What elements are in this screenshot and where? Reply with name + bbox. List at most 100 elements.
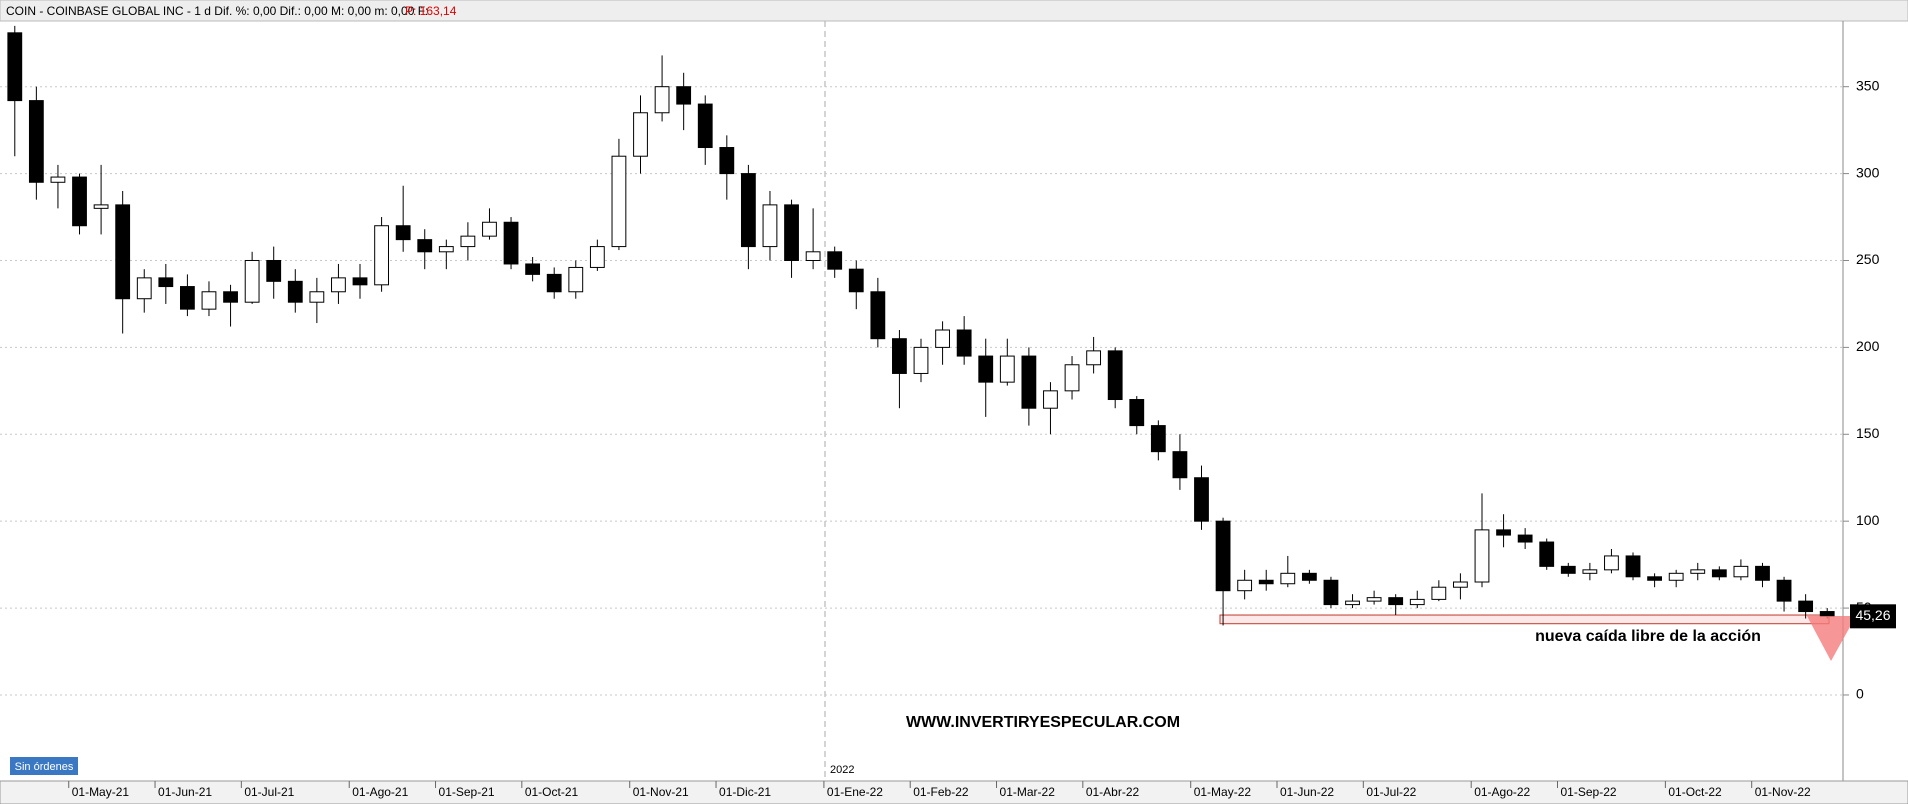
candle-body <box>1539 541 1555 567</box>
x-tick-label: 01-Ago-22 <box>1474 785 1530 799</box>
candle-body <box>611 155 627 248</box>
candle-body <box>1323 579 1339 606</box>
candle-body <box>870 291 886 340</box>
candle-body <box>956 329 972 357</box>
price-info: P: 163,14 <box>405 4 457 18</box>
candle-body <box>1409 598 1425 606</box>
candle-body <box>28 100 44 183</box>
candle-body <box>482 221 497 237</box>
last-price-label: 45,26 <box>1855 607 1890 623</box>
candle-body <box>136 277 152 300</box>
candle-body <box>1280 572 1296 585</box>
x-tick-label: 01-Dic-21 <box>719 785 771 799</box>
candle-body <box>287 280 303 303</box>
candle-body <box>266 259 282 282</box>
candle-body <box>1582 569 1598 574</box>
y-tick-label: 0 <box>1856 686 1864 702</box>
y-tick-label: 100 <box>1856 512 1880 528</box>
x-tick-label: 01-Nov-21 <box>633 785 689 799</box>
candle-body <box>935 329 950 348</box>
header-bar <box>0 0 1908 22</box>
candle-body <box>1431 586 1447 600</box>
x-tick-label: 01-May-21 <box>72 785 130 799</box>
candle-body <box>7 32 23 102</box>
candle-body <box>1301 572 1317 581</box>
x-tick-label: 01-Mar-22 <box>1000 785 1056 799</box>
x-tick-label: 01-Oct-22 <box>1668 785 1722 799</box>
orders-badge-text: Sin órdenes <box>15 761 74 773</box>
orders-badge <box>10 757 78 775</box>
candle-body <box>1345 600 1360 606</box>
candle-body <box>374 225 389 286</box>
candle-body <box>999 355 1015 383</box>
y-tick-label: 350 <box>1856 77 1880 93</box>
watermark: WWW.INVERTIRYESPECULAR.COM <box>906 714 1180 731</box>
candle-body <box>50 176 66 183</box>
candle-body <box>546 273 562 293</box>
plot <box>0 25 1843 696</box>
candle-body <box>438 246 454 253</box>
candle-body <box>460 235 476 248</box>
y-tick-label: 200 <box>1856 338 1880 354</box>
candle-body <box>1194 477 1209 522</box>
annotation: nueva caída libre de la acción <box>1535 628 1761 645</box>
candle-body <box>719 147 735 175</box>
candle-body <box>331 277 346 293</box>
chart-title: COIN - COINBASE GLOBAL INC - 1 d Dif. %:… <box>6 4 428 18</box>
candle-body <box>892 338 907 374</box>
x-tick-label: 01-Jul-22 <box>1366 785 1416 799</box>
candle-body <box>158 277 174 288</box>
candle-body <box>1086 350 1102 366</box>
candle-body <box>503 221 519 265</box>
x-tick-label: 01-Nov-22 <box>1755 785 1811 799</box>
candle-body <box>244 259 260 303</box>
candle-body <box>1064 364 1080 392</box>
candle-body <box>1215 520 1231 592</box>
candle-body <box>93 204 109 209</box>
candle-body <box>568 266 584 293</box>
x-tick-label: 01-Sep-21 <box>439 785 495 799</box>
candle-body <box>179 286 195 310</box>
candle-body <box>827 251 843 270</box>
candle-body <box>589 246 605 268</box>
candle-body <box>223 291 238 303</box>
candle-body <box>1258 579 1274 585</box>
candle-body <box>1604 555 1619 571</box>
candle-body <box>417 239 433 253</box>
x-tick-label: 01-Ene-22 <box>827 785 883 799</box>
candle-body <box>1388 597 1404 606</box>
candle-body <box>1625 555 1641 578</box>
candle-body <box>1668 572 1684 581</box>
y-tick-label: 150 <box>1856 425 1880 441</box>
y-tick-label: 300 <box>1856 164 1880 180</box>
down-arrow <box>1807 616 1856 661</box>
candle-body <box>1711 569 1727 578</box>
candle-body <box>1237 579 1253 592</box>
support-zone <box>1219 614 1830 625</box>
candle-body <box>1690 569 1706 574</box>
candle-body <box>1517 534 1533 543</box>
candle-body <box>1733 565 1749 578</box>
candle-body <box>1366 597 1382 602</box>
candle-body <box>525 263 541 275</box>
candle-body <box>352 277 368 286</box>
x-axis-band <box>0 780 1908 804</box>
x-tick-label: 01-May-22 <box>1194 785 1252 799</box>
candle-body <box>1021 355 1037 409</box>
y-tick-label: 250 <box>1856 251 1880 267</box>
candle-body <box>784 204 799 261</box>
x-tick-label: 01-Jun-21 <box>158 785 212 799</box>
candle-body <box>1776 579 1792 602</box>
candle-body <box>1798 600 1814 613</box>
candle-body <box>805 251 821 261</box>
candle-body <box>762 204 778 248</box>
candle-body <box>978 355 994 383</box>
candle-body <box>1755 565 1770 581</box>
last-price-box <box>1850 604 1896 629</box>
candle-body <box>1107 350 1123 401</box>
x-tick-label: 01-Jul-21 <box>244 785 294 799</box>
candle-body <box>115 204 131 300</box>
candle-body <box>633 112 648 157</box>
candle-body <box>697 103 713 149</box>
